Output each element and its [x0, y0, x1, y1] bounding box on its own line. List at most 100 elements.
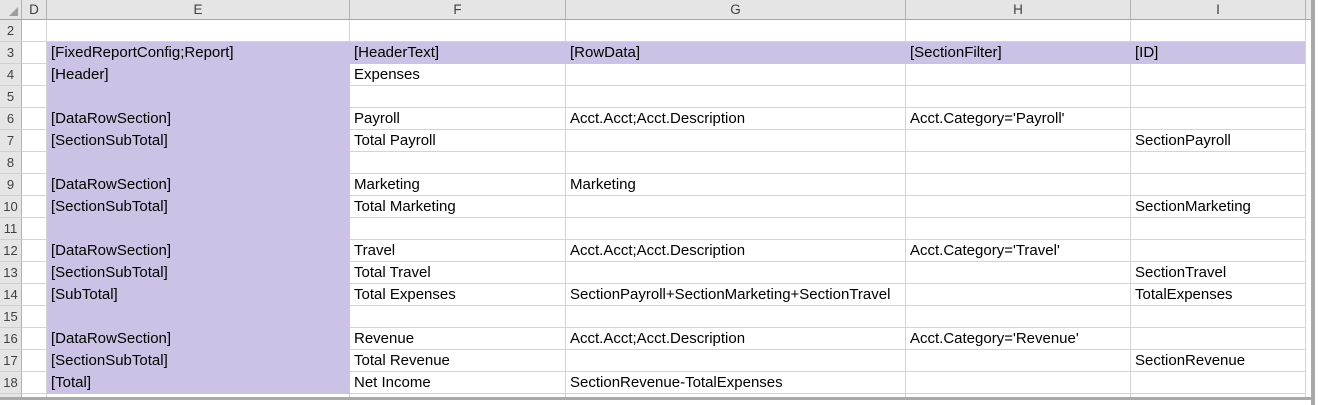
row-header-16[interactable]: 16 [0, 328, 22, 350]
cell-H9[interactable] [906, 174, 1131, 196]
cell-I5[interactable] [1131, 86, 1306, 108]
cell-E3[interactable]: [FixedReportConfig;Report] [47, 42, 350, 64]
cell-D4[interactable] [22, 64, 47, 86]
cell-F9[interactable]: Marketing [350, 174, 566, 196]
cell-G3[interactable]: [RowData] [566, 42, 906, 64]
cell-I14[interactable]: TotalExpenses [1131, 284, 1306, 306]
cell-H2[interactable] [906, 20, 1131, 42]
cell-H18[interactable] [906, 372, 1131, 394]
cell-G8[interactable] [566, 152, 906, 174]
cell-H12[interactable]: Acct.Category='Travel' [906, 240, 1131, 262]
cell-E15[interactable] [47, 306, 350, 328]
cell-H11[interactable] [906, 218, 1131, 240]
cell-G10[interactable] [566, 196, 906, 218]
select-all-button[interactable] [0, 0, 22, 20]
cell-E9[interactable]: [DataRowSection] [47, 174, 350, 196]
cell-I9[interactable] [1131, 174, 1306, 196]
cell-F5[interactable] [350, 86, 566, 108]
cell-E7[interactable]: [SectionSubTotal] [47, 130, 350, 152]
column-header-H[interactable]: H [906, 0, 1131, 20]
cell-E13[interactable]: [SectionSubTotal] [47, 262, 350, 284]
cell-H14[interactable] [906, 284, 1131, 306]
cell-E-partial[interactable] [47, 394, 350, 397]
cell-G4[interactable] [566, 64, 906, 86]
cell-H3[interactable]: [SectionFilter] [906, 42, 1131, 64]
cell-G15[interactable] [566, 306, 906, 328]
cell-F16[interactable]: Revenue [350, 328, 566, 350]
cell-G13[interactable] [566, 262, 906, 284]
cell-E16[interactable]: [DataRowSection] [47, 328, 350, 350]
cell-F12[interactable]: Travel [350, 240, 566, 262]
cell-I10[interactable]: SectionMarketing [1131, 196, 1306, 218]
cell-F3[interactable]: [HeaderText] [350, 42, 566, 64]
row-header-17[interactable]: 17 [0, 350, 22, 372]
column-header-D[interactable]: D [22, 0, 47, 20]
cell-D13[interactable] [22, 262, 47, 284]
row-header-3[interactable]: 3 [0, 42, 22, 64]
cell-I16[interactable] [1131, 328, 1306, 350]
cell-G11[interactable] [566, 218, 906, 240]
cell-E6[interactable]: [DataRowSection] [47, 108, 350, 130]
cell-D14[interactable] [22, 284, 47, 306]
cell-D3[interactable] [22, 42, 47, 64]
cell-I17[interactable]: SectionRevenue [1131, 350, 1306, 372]
cell-E5[interactable] [47, 86, 350, 108]
cell-H10[interactable] [906, 196, 1131, 218]
cell-G5[interactable] [566, 86, 906, 108]
row-header-partial[interactable] [0, 394, 22, 397]
cell-E11[interactable] [47, 218, 350, 240]
cell-D2[interactable] [22, 20, 47, 42]
row-header-9[interactable]: 9 [0, 174, 22, 196]
cell-G16[interactable]: Acct.Acct;Acct.Description [566, 328, 906, 350]
cell-G14[interactable]: SectionPayroll+SectionMarketing+SectionT… [566, 284, 906, 306]
cell-I8[interactable] [1131, 152, 1306, 174]
cell-H8[interactable] [906, 152, 1131, 174]
column-header-I[interactable]: I [1131, 0, 1306, 20]
cell-D11[interactable] [22, 218, 47, 240]
row-header-7[interactable]: 7 [0, 130, 22, 152]
cell-I12[interactable] [1131, 240, 1306, 262]
cell-G17[interactable] [566, 350, 906, 372]
cell-D7[interactable] [22, 130, 47, 152]
cell-H-partial[interactable] [906, 394, 1131, 397]
cell-F6[interactable]: Payroll [350, 108, 566, 130]
cell-F17[interactable]: Total Revenue [350, 350, 566, 372]
cell-G9[interactable]: Marketing [566, 174, 906, 196]
cell-E4[interactable]: [Header] [47, 64, 350, 86]
cell-D18[interactable] [22, 372, 47, 394]
row-header-15[interactable]: 15 [0, 306, 22, 328]
cell-F18[interactable]: Net Income [350, 372, 566, 394]
cell-D5[interactable] [22, 86, 47, 108]
row-header-4[interactable]: 4 [0, 64, 22, 86]
cell-F8[interactable] [350, 152, 566, 174]
cell-H4[interactable] [906, 64, 1131, 86]
cell-E17[interactable]: [SectionSubTotal] [47, 350, 350, 372]
cell-D10[interactable] [22, 196, 47, 218]
cell-I6[interactable] [1131, 108, 1306, 130]
cell-E14[interactable]: [SubTotal] [47, 284, 350, 306]
row-header-14[interactable]: 14 [0, 284, 22, 306]
cell-H6[interactable]: Acct.Category='Payroll' [906, 108, 1131, 130]
row-header-6[interactable]: 6 [0, 108, 22, 130]
cell-G6[interactable]: Acct.Acct;Acct.Description [566, 108, 906, 130]
cell-D-partial[interactable] [22, 394, 47, 397]
cell-G7[interactable] [566, 130, 906, 152]
cell-F11[interactable] [350, 218, 566, 240]
cell-D9[interactable] [22, 174, 47, 196]
row-header-12[interactable]: 12 [0, 240, 22, 262]
cell-H17[interactable] [906, 350, 1131, 372]
cell-D17[interactable] [22, 350, 47, 372]
row-header-13[interactable]: 13 [0, 262, 22, 284]
column-header-G[interactable]: G [566, 0, 906, 20]
cell-G2[interactable] [566, 20, 906, 42]
cell-I11[interactable] [1131, 218, 1306, 240]
cell-I13[interactable]: SectionTravel [1131, 262, 1306, 284]
cell-E10[interactable]: [SectionSubTotal] [47, 196, 350, 218]
cell-E12[interactable]: [DataRowSection] [47, 240, 350, 262]
row-header-5[interactable]: 5 [0, 86, 22, 108]
row-header-8[interactable]: 8 [0, 152, 22, 174]
column-header-F[interactable]: F [350, 0, 566, 20]
cell-F2[interactable] [350, 20, 566, 42]
row-header-18[interactable]: 18 [0, 372, 22, 394]
cell-I4[interactable] [1131, 64, 1306, 86]
